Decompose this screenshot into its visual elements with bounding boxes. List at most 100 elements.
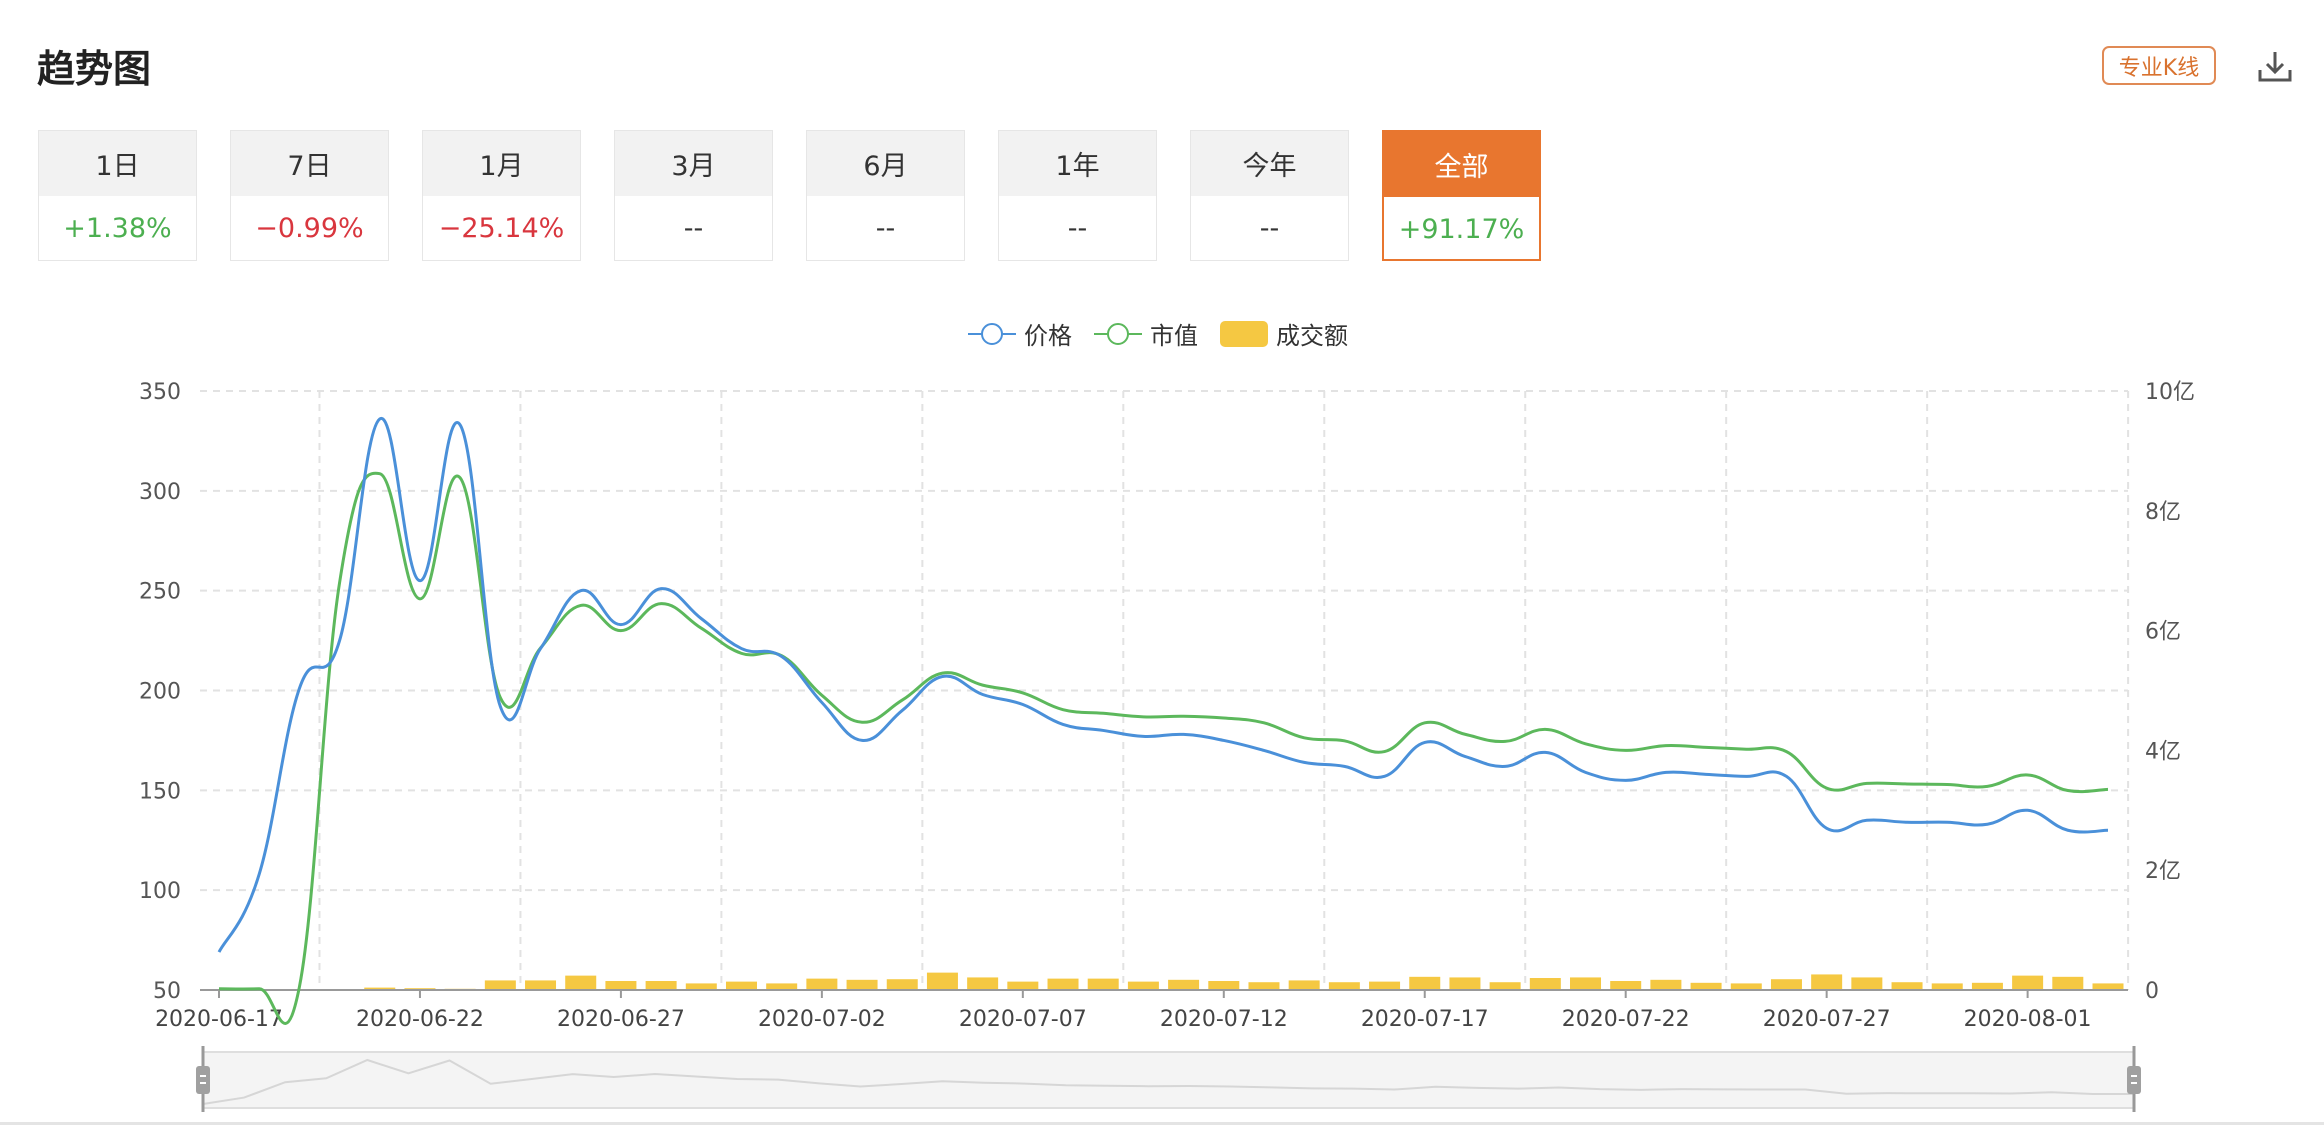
- volume-bar: [484, 980, 516, 990]
- x-tick-label: 2020-06-17: [155, 1007, 283, 1032]
- x-tick-label: 2020-07-27: [1763, 1007, 1891, 1032]
- y-right-tick-label: 4亿: [2145, 739, 2181, 764]
- volume-bar: [1047, 978, 1079, 990]
- legend-label: 市值: [1150, 322, 1198, 350]
- y-left-tick-label: 300: [139, 480, 181, 505]
- y-left-tick-label: 50: [153, 979, 181, 1004]
- volume-bar: [1248, 982, 1280, 990]
- period-tab[interactable]: 1日 +1.38%: [38, 130, 197, 261]
- y-left-tick-label: 250: [139, 580, 181, 605]
- x-tick-label: 2020-08-01: [1964, 1007, 2092, 1032]
- volume-bar: [846, 979, 878, 990]
- period-tabs: 1日 +1.38% 7日 −0.99% 1月 −25.14% 3月 -- 6月 -- 1年…: [38, 130, 1541, 261]
- period-label: 1日: [39, 131, 196, 196]
- volume-bar: [404, 988, 436, 990]
- volume-bar: [1570, 977, 1602, 990]
- data-zoom-handle-right[interactable]: [2127, 1066, 2141, 1094]
- period-change: −25.14%: [438, 212, 565, 244]
- legend-label: 价格: [1024, 322, 1072, 350]
- volume-bar: [1489, 982, 1521, 990]
- period-label: 1月: [423, 131, 580, 196]
- volume-bar: [1328, 982, 1360, 990]
- y-left-tick-label: 100: [139, 879, 181, 904]
- volume-bar: [2012, 975, 2044, 990]
- volume-bar: [1208, 981, 1240, 990]
- data-zoom-handle-left[interactable]: [196, 1066, 210, 1094]
- x-tick-label: 2020-06-22: [356, 1007, 484, 1032]
- volume-bar: [1168, 979, 1200, 990]
- y-left-tick-label: 150: [139, 779, 181, 804]
- volume-bar: [1770, 979, 1802, 990]
- volume-bar: [725, 981, 757, 990]
- y-right-tick-label: 6亿: [2145, 620, 2181, 645]
- chart-legend: 价格 市值 成交额: [968, 316, 1358, 351]
- period-label: 1年: [999, 131, 1156, 196]
- volume-bar: [605, 981, 637, 990]
- price-line: [217, 417, 2109, 953]
- period-tab[interactable]: 7日 −0.99%: [230, 130, 389, 261]
- volume-bar: [1690, 982, 1722, 990]
- volume-bar: [1007, 981, 1039, 990]
- volume-bar: [565, 975, 597, 990]
- page-title: 趋势图: [37, 47, 152, 91]
- volume-bar: [1610, 981, 1642, 990]
- volume-bar: [766, 983, 798, 990]
- y-left-tick-label: 350: [139, 380, 181, 405]
- legend-item-volume[interactable]: 成交额: [1220, 316, 1348, 351]
- volume-bar: [444, 988, 476, 990]
- volume-bar: [1650, 979, 1682, 990]
- volume-bar: [1409, 976, 1441, 990]
- period-label: 今年: [1191, 131, 1348, 196]
- legend-label: 成交额: [1276, 322, 1348, 350]
- period-change: --: [1067, 212, 1088, 244]
- line-circle-icon: [1094, 322, 1142, 345]
- volume-bar: [685, 983, 717, 990]
- volume-bar: [1087, 978, 1119, 990]
- volume-bar: [324, 989, 356, 990]
- data-zoom-slider[interactable]: [202, 1051, 2135, 1109]
- period-tab[interactable]: 今年 --: [1190, 130, 1349, 261]
- legend-item-market-cap[interactable]: 市值: [1094, 316, 1198, 351]
- volume-bar: [967, 977, 999, 990]
- volume-bar: [1369, 981, 1401, 990]
- volume-bar: [1931, 983, 1963, 990]
- period-label: 3月: [615, 131, 772, 196]
- download-icon[interactable]: [2256, 48, 2294, 84]
- period-label: 全部: [1384, 132, 1539, 197]
- x-tick-label: 2020-07-02: [758, 1007, 886, 1032]
- period-tab[interactable]: 3月 --: [614, 130, 773, 261]
- period-tab[interactable]: 6月 --: [806, 130, 965, 261]
- volume-bar: [364, 987, 396, 990]
- period-tab[interactable]: 1月 −25.14%: [422, 130, 581, 261]
- y-right-tick-label: 0: [2145, 979, 2159, 1004]
- volume-bar: [1730, 983, 1762, 990]
- volume-bar: [806, 978, 838, 990]
- period-label: 7日: [231, 131, 388, 196]
- x-tick-label: 2020-07-07: [959, 1007, 1087, 1032]
- period-tab[interactable]: 1年 --: [998, 130, 1157, 261]
- legend-item-price[interactable]: 价格: [968, 316, 1072, 351]
- volume-bar: [926, 972, 958, 990]
- divider: [0, 1122, 2324, 1125]
- y-left-tick-label: 200: [139, 680, 181, 705]
- x-tick-label: 2020-07-12: [1160, 1007, 1288, 1032]
- volume-bar: [1851, 977, 1883, 990]
- volume-bar: [1811, 974, 1843, 990]
- line-circle-icon: [968, 322, 1016, 345]
- y-right-tick-label: 2亿: [2145, 859, 2181, 884]
- x-tick-label: 2020-06-27: [557, 1007, 685, 1032]
- period-tab[interactable]: 全部 +91.17%: [1382, 130, 1541, 261]
- y-right-tick-label: 10亿: [2145, 380, 2195, 405]
- period-change: +91.17%: [1398, 213, 1525, 245]
- period-change: --: [875, 212, 896, 244]
- volume-bar: [283, 989, 315, 990]
- volume-bar: [2052, 976, 2084, 990]
- bar-swatch-icon: [1220, 320, 1268, 347]
- volume-bar: [1529, 978, 1561, 990]
- period-change: --: [683, 212, 704, 244]
- volume-bar: [1127, 981, 1159, 990]
- market-cap-line: [218, 471, 2109, 1025]
- pro-kline-button[interactable]: 专业K线: [2102, 46, 2216, 85]
- y-right-tick-label: 8亿: [2145, 500, 2181, 525]
- volume-bar: [1288, 980, 1320, 990]
